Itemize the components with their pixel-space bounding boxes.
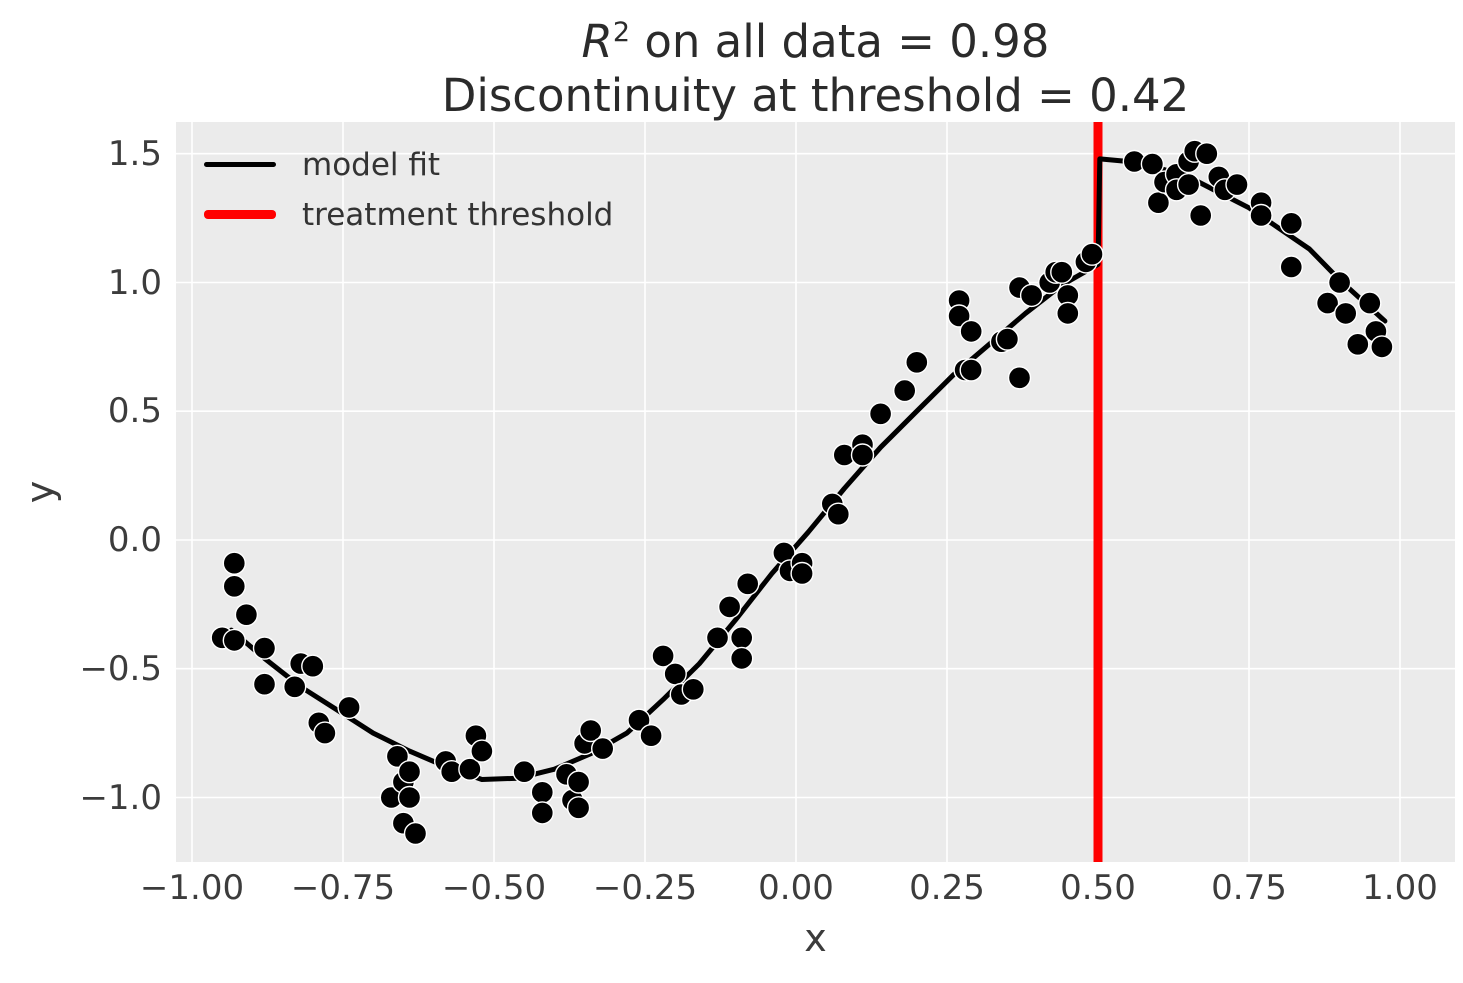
scatter-point xyxy=(566,796,591,820)
x-tick-label: 0.00 xyxy=(758,868,834,908)
x-axis-label: x xyxy=(804,916,827,960)
scatter-point xyxy=(566,770,591,794)
y-tick-label: 1.5 xyxy=(107,133,162,174)
scatter-point xyxy=(1007,366,1032,390)
scatter-point xyxy=(850,443,875,467)
x-tick-label: 0.75 xyxy=(1211,868,1287,908)
legend-label-model-fit: model fit xyxy=(302,146,441,183)
scatter-point xyxy=(1225,172,1249,197)
scatter-point xyxy=(959,319,983,344)
scatter-point xyxy=(222,574,246,598)
scatter-point xyxy=(385,744,410,768)
legend-item-treatment-threshold: treatment threshold xyxy=(204,196,614,233)
scatter-point xyxy=(627,708,651,732)
y-tick-label: 0.0 xyxy=(107,520,162,560)
scatter-point xyxy=(252,636,277,660)
scatter-point xyxy=(397,760,422,784)
scatter-point xyxy=(663,662,687,686)
legend-item-model-fit: model fit xyxy=(204,146,613,183)
x-tick-label: −0.50 xyxy=(441,868,547,908)
scatter-point xyxy=(681,677,705,701)
scatter-point xyxy=(995,327,1020,351)
scatter-point xyxy=(252,672,277,696)
scatter-point xyxy=(959,358,983,382)
r-squared-exponent: 2 xyxy=(612,17,631,48)
title-line-1-text: on all data = 0.98 xyxy=(630,15,1050,68)
scatter-point xyxy=(591,736,615,761)
x-tick-label: 1.00 xyxy=(1362,868,1438,908)
scatter-point xyxy=(1195,142,1219,166)
treatment-threshold-line-swatch xyxy=(204,210,276,219)
scatter-point xyxy=(905,350,929,375)
legend: model fit treatment threshold xyxy=(204,146,614,233)
scatter-point xyxy=(470,739,494,763)
scatter-point xyxy=(651,644,675,668)
x-tick-label: −1.00 xyxy=(139,868,245,908)
scatter-point xyxy=(826,502,850,526)
chart-canvas xyxy=(176,122,1455,862)
scatter-point xyxy=(222,628,246,653)
scatter-point xyxy=(736,572,760,596)
chart-title: R2 on all data = 0.98 Discontinuity at t… xyxy=(176,0,1455,123)
scatter-point xyxy=(705,626,730,650)
scatter-point xyxy=(1279,255,1304,279)
plot-area: model fit treatment threshold xyxy=(176,122,1455,862)
title-line-1: R2 on all data = 0.98 xyxy=(176,6,1455,69)
scatter-point xyxy=(1176,172,1201,197)
x-tick-label: 0.50 xyxy=(1060,868,1136,908)
scatter-point xyxy=(301,654,325,678)
scatter-point xyxy=(1358,291,1382,315)
x-tick-label: 0.25 xyxy=(909,868,985,908)
x-tick-label: −0.25 xyxy=(592,868,698,908)
scatter-point xyxy=(947,304,971,328)
scatter-point xyxy=(530,780,554,804)
legend-label-treatment-threshold: treatment threshold xyxy=(302,196,614,233)
scatter-point xyxy=(1370,335,1394,359)
scatter-point xyxy=(1315,291,1340,315)
scatter-point xyxy=(730,626,754,650)
scatter-point xyxy=(868,402,893,426)
scatter-point xyxy=(1188,203,1213,228)
y-tick-label: −0.5 xyxy=(79,648,162,689)
scatter-point xyxy=(1249,203,1273,228)
scatter-point xyxy=(222,551,246,575)
y-tick-label: 1.0 xyxy=(107,262,162,303)
scatter-point xyxy=(234,603,259,627)
r-squared-symbol: R xyxy=(581,15,613,68)
scatter-point xyxy=(530,801,554,825)
scatter-point xyxy=(790,561,814,586)
scatter-point xyxy=(579,718,603,743)
scatter-point xyxy=(282,675,307,699)
y-tick-label: −1.0 xyxy=(79,777,162,818)
plot-background xyxy=(176,122,1455,862)
scatter-point xyxy=(1019,283,1044,308)
scatter-point xyxy=(337,695,361,720)
scatter-point xyxy=(512,760,536,784)
scatter-point xyxy=(403,821,428,846)
scatter-point xyxy=(1080,242,1104,266)
scatter-point xyxy=(1056,301,1080,326)
scatter-point xyxy=(313,721,337,745)
scatter-point xyxy=(397,785,422,810)
scatter-point xyxy=(1327,270,1352,295)
y-tick-label: 0.5 xyxy=(107,391,162,432)
scatter-point xyxy=(717,595,742,619)
x-tick-label: −0.75 xyxy=(290,868,396,908)
scatter-point xyxy=(639,724,663,748)
scatter-point xyxy=(1140,152,1165,176)
x-axis-ticks: −1.00 −0.75 −0.50 −0.25 0.00 0.25 0.50 0.75 1.00 xyxy=(140,868,1455,908)
scatter-point xyxy=(1050,260,1074,284)
scatter-point xyxy=(893,378,917,403)
title-line-2: Discontinuity at threshold = 0.42 xyxy=(441,69,1190,122)
model-fit-line-swatch xyxy=(204,162,276,167)
scatter-point xyxy=(1346,332,1370,357)
scatter-point xyxy=(458,757,482,781)
scatter-point xyxy=(730,646,754,671)
scatter-point xyxy=(1279,211,1304,236)
y-axis-ticks: 1.5 1.0 0.5 0.0 −0.5 −1.0 xyxy=(0,122,162,862)
y-axis-label: y xyxy=(18,480,62,504)
scatter-point xyxy=(1333,301,1358,326)
